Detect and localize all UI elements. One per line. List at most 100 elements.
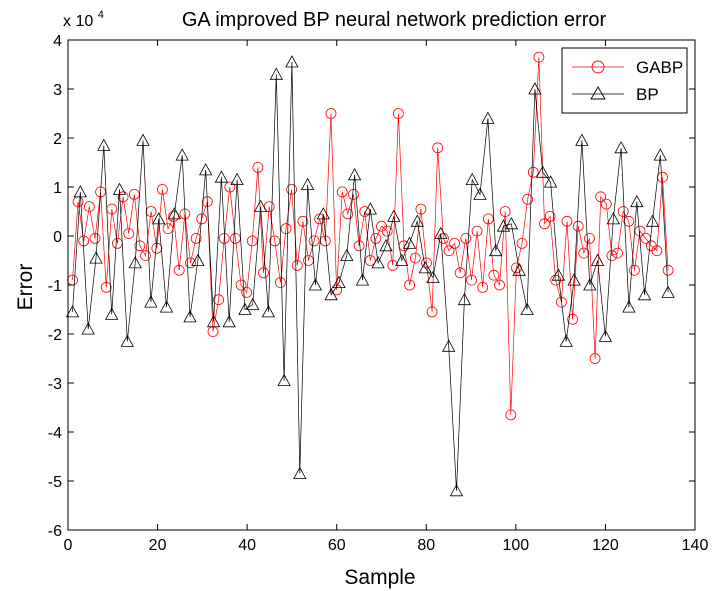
- y-tick-label: -1: [48, 278, 62, 295]
- y-scale-label: x 10 4: [63, 9, 104, 30]
- x-tick-label: 100: [503, 537, 530, 554]
- data-point-bp: [387, 209, 401, 222]
- data-point-bp: [536, 165, 550, 178]
- data-point-gabp: [466, 274, 477, 286]
- data-point-bp: [285, 55, 299, 68]
- data-point-bp: [371, 256, 385, 269]
- data-point-bp: [136, 133, 150, 146]
- data-point-bp: [528, 82, 542, 95]
- data-point-gabp: [246, 235, 258, 247]
- data-point-bp: [496, 219, 511, 232]
- legend-marker-gabp: [591, 60, 605, 74]
- data-point-gabp: [325, 108, 337, 119]
- data-point-bp: [238, 302, 252, 315]
- data-point-bp: [590, 253, 605, 266]
- data-point-gabp: [449, 237, 461, 249]
- data-point-gabp: [89, 232, 101, 244]
- data-point-gabp: [477, 281, 489, 293]
- data-point-bp: [543, 175, 558, 188]
- data-point-bp: [645, 214, 660, 227]
- data-point-bp: [551, 268, 566, 281]
- y-scale-exponent: 4: [98, 9, 104, 21]
- data-point-bp: [559, 334, 573, 347]
- data-point-gabp: [213, 294, 225, 306]
- data-point-gabp: [600, 198, 612, 210]
- data-point-gabp: [185, 257, 196, 269]
- data-point-bp: [206, 314, 221, 328]
- data-point-gabp: [606, 250, 618, 262]
- data-point-bp: [402, 236, 417, 249]
- data-point-gabp: [353, 240, 365, 252]
- chart-title: GA improved BP neural network prediction…: [182, 9, 607, 31]
- x-tick-label: 80: [417, 537, 435, 554]
- data-point-gabp: [297, 215, 309, 227]
- data-point-bp: [637, 287, 652, 301]
- y-tick-label: -2: [48, 327, 62, 344]
- data-point-bp: [120, 334, 134, 347]
- y-tick-label: 2: [53, 131, 62, 148]
- data-point-gabp: [471, 225, 483, 237]
- data-point-bp: [426, 270, 440, 284]
- data-point-gabp: [140, 250, 151, 262]
- data-point-gabp: [123, 228, 135, 240]
- plot-area: [65, 51, 675, 497]
- data-point-bp: [167, 207, 182, 220]
- data-point-bp: [606, 212, 620, 225]
- data-point-bp: [614, 140, 628, 154]
- data-point-gabp: [494, 279, 505, 291]
- data-point-gabp: [145, 206, 157, 217]
- data-point-gabp: [460, 232, 472, 244]
- data-point-gabp: [578, 247, 590, 259]
- data-point-bp: [128, 256, 142, 269]
- data-point-bp: [191, 253, 205, 266]
- x-tick-label: 140: [682, 537, 709, 554]
- data-point-gabp: [381, 225, 393, 237]
- data-point-bp: [253, 199, 268, 213]
- data-point-gabp: [662, 264, 674, 276]
- data-point-gabp: [364, 255, 376, 266]
- data-point-gabp: [572, 220, 584, 232]
- data-point-bp: [449, 483, 464, 497]
- data-point-gabp: [488, 269, 500, 281]
- data-point-gabp: [134, 240, 146, 252]
- y-tick-label: -6: [48, 523, 62, 540]
- data-point-bp: [575, 133, 589, 146]
- data-point-bp: [261, 305, 276, 318]
- data-point-bp: [598, 329, 613, 342]
- data-point-bp: [379, 238, 393, 252]
- data-point-bp: [269, 67, 283, 80]
- y-axis-label: Error: [14, 264, 37, 311]
- data-point-gabp: [426, 306, 438, 318]
- data-point-gabp: [629, 264, 640, 276]
- data-point-bp: [144, 295, 158, 308]
- data-point-gabp: [584, 232, 595, 244]
- data-point-bp: [89, 251, 103, 264]
- data-point-bp: [340, 248, 354, 262]
- data-point-gabp: [156, 183, 168, 195]
- data-point-bp: [661, 285, 675, 298]
- data-point-bp: [465, 172, 479, 186]
- data-point-gabp: [516, 237, 528, 249]
- data-point-bp: [152, 212, 166, 225]
- x-tick-label: 40: [238, 537, 256, 554]
- data-point-bp: [97, 138, 111, 151]
- data-point-bp: [363, 202, 377, 215]
- data-point-gabp: [612, 247, 623, 259]
- data-point-bp: [65, 305, 80, 318]
- data-point-gabp: [482, 213, 494, 225]
- legend-marker-bp: [590, 86, 606, 100]
- data-point-gabp: [83, 201, 95, 213]
- data-point-gabp: [505, 409, 517, 421]
- data-point-bp: [583, 278, 597, 291]
- data-point-bp: [277, 373, 291, 387]
- data-point-bp: [418, 261, 432, 274]
- series-gabp: [67, 51, 674, 421]
- y-tick-label: -3: [48, 376, 62, 393]
- data-point-bp: [395, 253, 409, 266]
- data-point-gabp: [151, 242, 163, 254]
- data-point-gabp: [499, 206, 511, 217]
- data-point-bp: [355, 273, 370, 286]
- data-point-gabp: [421, 257, 432, 269]
- y-tick-label: -4: [48, 425, 62, 442]
